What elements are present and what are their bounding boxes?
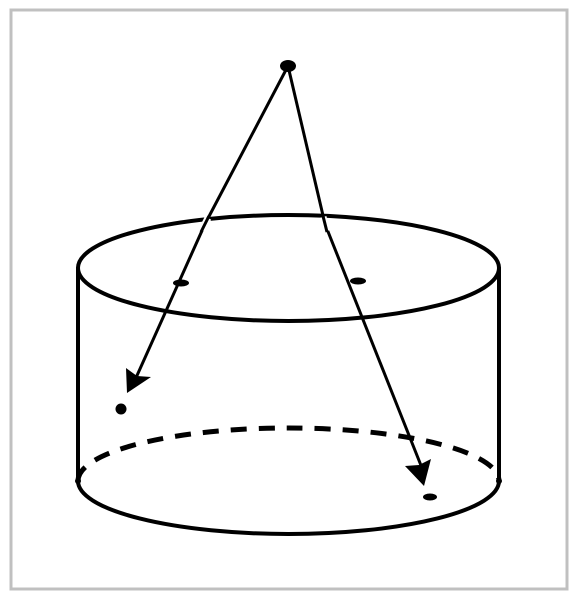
right-end-point bbox=[423, 493, 437, 501]
cylinder-bottom-back-rim bbox=[75, 425, 502, 482]
right-ray-arrowhead bbox=[405, 459, 431, 486]
source-point bbox=[280, 60, 296, 72]
right-ray-through-gap bbox=[321, 215, 329, 233]
left-crossing-point bbox=[173, 279, 189, 287]
right-ray-upper bbox=[286, 64, 327, 226]
bottom-right-rim-dot bbox=[496, 478, 502, 484]
right-crossing-point bbox=[350, 277, 366, 285]
cylinder-top-face bbox=[76, 213, 501, 323]
left-ray-upper bbox=[203, 64, 290, 226]
cylinder-bottom-front-rim bbox=[76, 479, 501, 536]
bottom-left-rim-dot bbox=[75, 478, 81, 484]
left-end-point bbox=[115, 403, 127, 415]
right-ray-lower bbox=[323, 222, 424, 470]
left-ray-arrowhead bbox=[126, 368, 151, 393]
figure-frame bbox=[9, 8, 569, 591]
left-ray-through-gap bbox=[199, 215, 211, 233]
left-ray-lower bbox=[133, 222, 207, 382]
